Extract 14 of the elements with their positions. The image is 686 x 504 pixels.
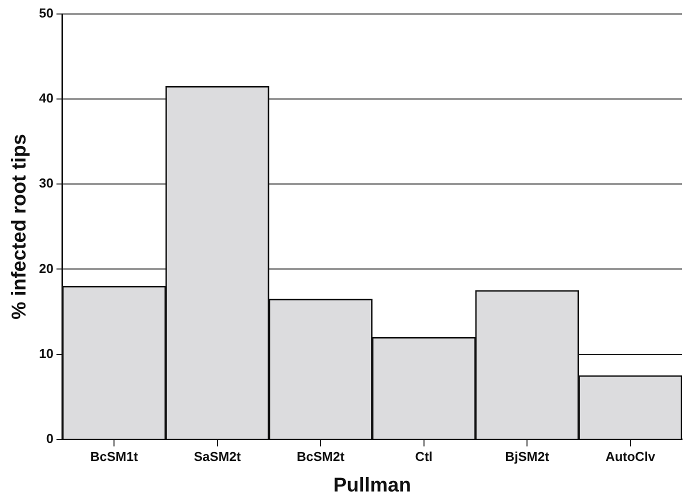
y-tick-label: 50 <box>38 6 54 21</box>
y-tick-label: 0 <box>46 430 54 446</box>
y-tick-label: 30 <box>38 176 54 191</box>
y-axis-title: % infected root tips <box>8 134 31 320</box>
y-tick-label: 40 <box>38 90 54 106</box>
y-tick-label: 20 <box>38 260 54 276</box>
x-tick-label: BcSM2t <box>296 448 346 464</box>
x-tick-label: AutoClv <box>605 448 656 464</box>
x-tick-label: BcSM1t <box>90 448 139 464</box>
x-tick-label: SaSM2t <box>194 448 242 464</box>
x-tick-label: Ctl <box>415 448 433 464</box>
x-axis-title: Pullman <box>333 474 412 497</box>
x-tick-label: BjSM2t <box>505 448 550 464</box>
y-tick-label: 10 <box>38 346 54 361</box>
